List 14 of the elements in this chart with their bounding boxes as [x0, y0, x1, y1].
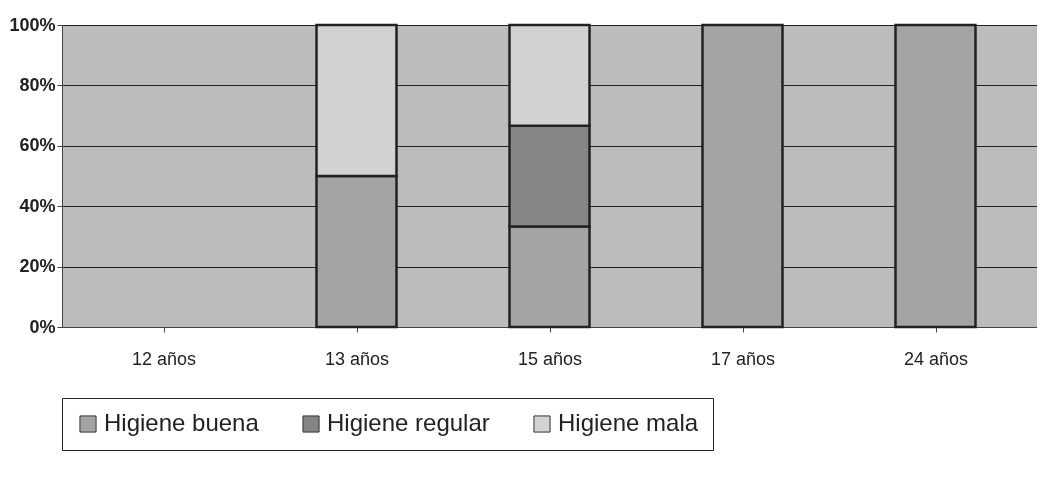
y-tick-label: 40%	[19, 195, 56, 216]
legend-label: Higiene mala	[558, 409, 699, 436]
y-tick-label: 20%	[19, 256, 56, 277]
y-tick-label: 80%	[19, 74, 56, 95]
x-tick-label: 15 años	[517, 348, 583, 369]
x-tick-label: 17 años	[710, 348, 776, 369]
x-tick-label: 24 años	[903, 348, 969, 369]
legend-label: Higiene regular	[327, 409, 490, 436]
y-tick-label: 0%	[29, 316, 56, 337]
y-tick-label: 60%	[19, 135, 56, 156]
legend-label: Higiene buena	[104, 409, 260, 436]
x-tick-label: 12 años	[131, 348, 197, 369]
y-tick-label: 100%	[9, 14, 56, 35]
x-tick-label: 13 años	[324, 348, 390, 369]
